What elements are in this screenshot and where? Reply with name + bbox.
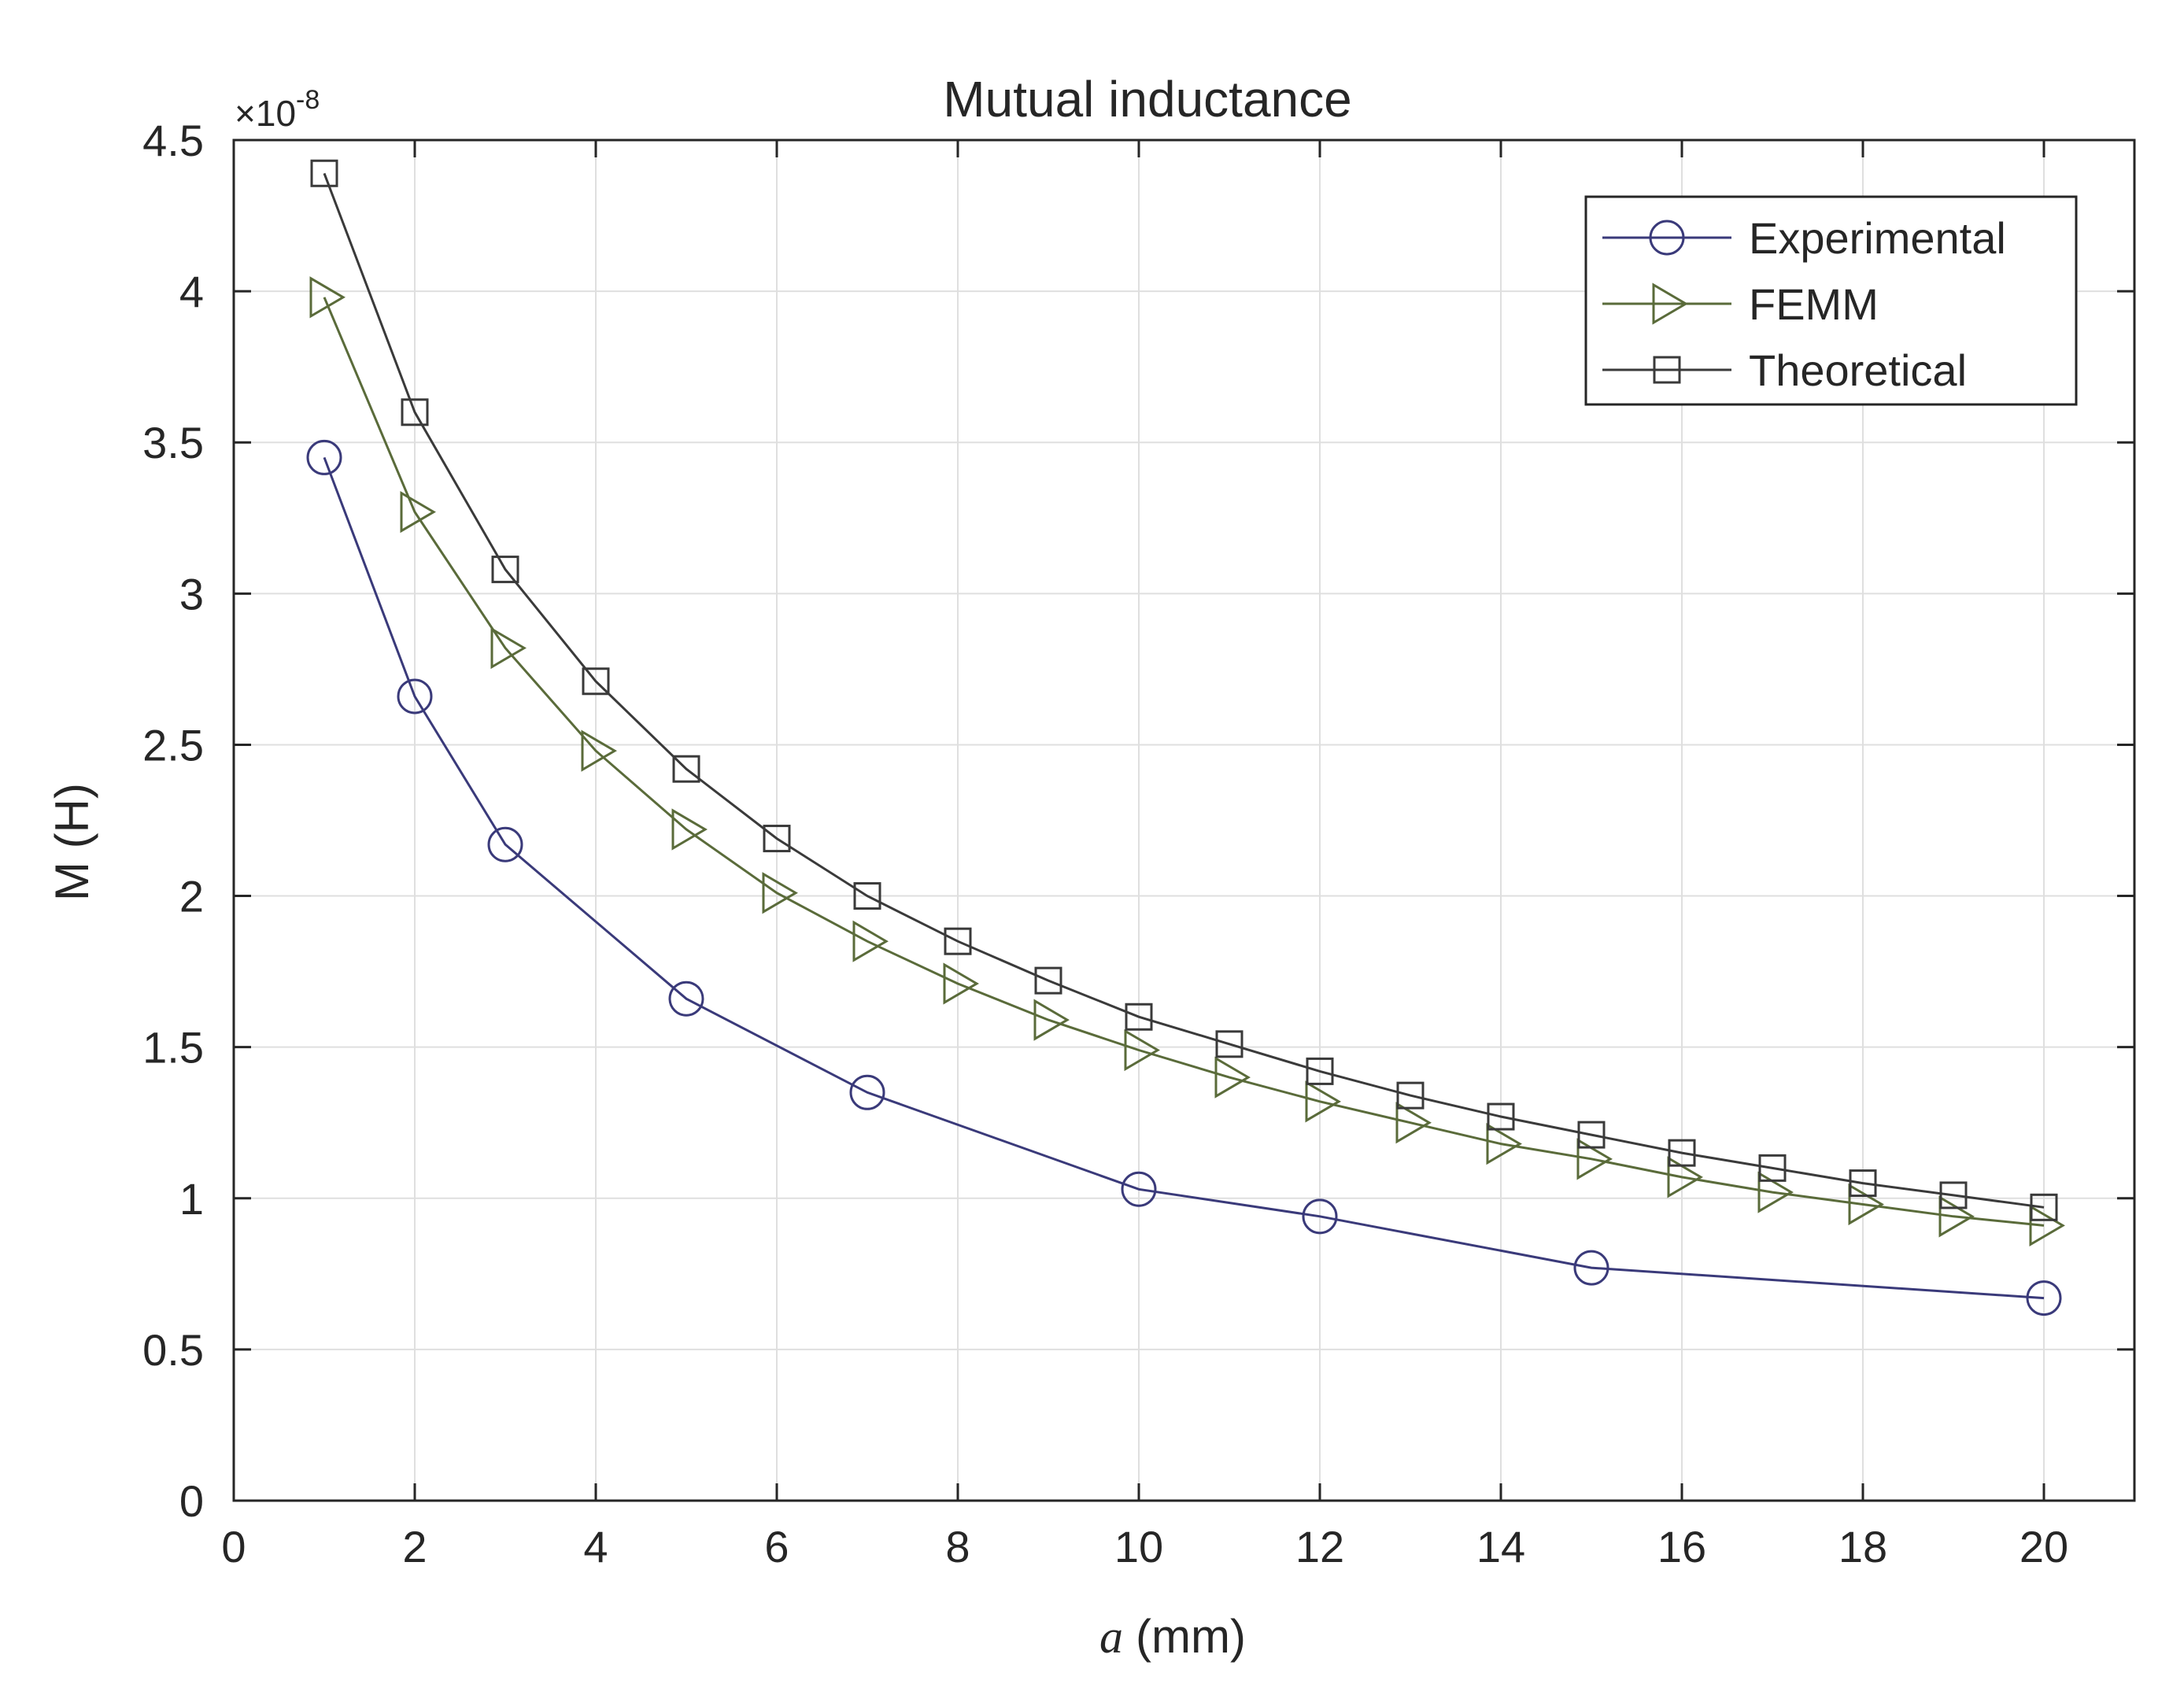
x-tick-label: 12: [1295, 1522, 1344, 1571]
legend-entries: Experimental FEMM Theoretical: [1602, 213, 2006, 395]
y-tick-label: 3.5: [142, 418, 204, 467]
legend-item-femm: FEMM: [1602, 279, 1879, 329]
data-point-experimental: [1573, 1250, 1609, 1286]
legend-item-experimental: Experimental: [1602, 213, 2006, 263]
series-theoretical: [310, 159, 2058, 1221]
legend: Experimental FEMM Theoretical: [1584, 195, 2078, 406]
data-point-theoretical: [1668, 1139, 1696, 1167]
data-point-femm: [1576, 1138, 1613, 1180]
data-point-experimental: [2026, 1280, 2062, 1316]
data-point-experimental: [397, 678, 433, 715]
data-point-experimental: [306, 439, 342, 475]
legend-marker-experimental: [1649, 220, 1685, 256]
data-point-experimental: [1121, 1171, 1157, 1207]
y-tick-label: 1.5: [142, 1023, 204, 1073]
x-axis-label: a (mm): [1099, 1610, 1246, 1663]
y-tick-label: 2.5: [142, 720, 204, 770]
data-point-femm: [581, 729, 617, 772]
x-tick-label: 8: [945, 1522, 970, 1571]
data-point-femm: [1305, 1080, 1341, 1123]
axis-ticks: 0 2 4 6 8 10 12 14 16 18 20 0 0.5 1 1.5 2 2.5 3 3.5 4 4.5: [142, 116, 2134, 1571]
x-tick-label: 14: [1476, 1522, 1525, 1571]
data-point-theoretical: [1758, 1154, 1787, 1182]
data-point-theoretical: [763, 825, 791, 853]
data-point-experimental: [1302, 1198, 1338, 1235]
data-point-theoretical: [672, 755, 700, 783]
x-tick-label: 16: [1657, 1522, 1706, 1571]
y-tick-label: 2: [179, 872, 204, 921]
x-axis-variable: a: [1099, 1611, 1123, 1663]
y-tick-label: 4: [179, 267, 204, 316]
chart-title: Mutual inductance: [943, 71, 1351, 127]
data-point-theoretical: [853, 882, 881, 910]
data-point-femm: [1667, 1156, 1703, 1198]
data-point-femm: [1033, 999, 1070, 1041]
data-point-femm: [1124, 1028, 1160, 1072]
data-point-femm: [2029, 1204, 2065, 1246]
legend-marker-theoretical: [1653, 356, 1681, 384]
data-point-femm: [852, 920, 889, 962]
legend-label-femm: FEMM: [1749, 279, 1879, 329]
data-point-femm: [1757, 1171, 1794, 1213]
data-point-experimental: [668, 980, 704, 1017]
data-point-theoretical: [2030, 1193, 2058, 1221]
series-experimental: [306, 439, 2062, 1316]
y-exponent-power: -8: [296, 85, 320, 115]
data-point-theoretical: [582, 667, 610, 696]
data-point-theoretical: [401, 398, 429, 427]
legend-item-theoretical: Theoretical: [1602, 345, 1967, 395]
x-tick-label: 6: [764, 1522, 789, 1571]
data-point-theoretical: [1849, 1169, 1877, 1198]
x-tick-label: 20: [2020, 1522, 2068, 1571]
data-point-theoretical: [1939, 1181, 1968, 1209]
y-tick-label: 4.5: [142, 116, 204, 165]
legend-label-experimental: Experimental: [1749, 213, 2006, 263]
y-tick-label: 0.5: [142, 1325, 204, 1375]
y-tick-label: 3: [179, 569, 204, 619]
x-tick-label: 0: [221, 1522, 246, 1571]
x-tick-label: 4: [583, 1522, 608, 1571]
series-line-femm: [323, 297, 2045, 1227]
data-point-femm: [400, 490, 436, 534]
data-point-experimental: [849, 1074, 885, 1110]
data-point-femm: [1395, 1102, 1432, 1144]
data-point-femm: [943, 962, 979, 1005]
svg-text:×10-8: ×10-8: [235, 85, 320, 134]
data-point-theoretical: [944, 927, 972, 955]
series-line-experimental: [323, 456, 2045, 1300]
data-point-theoretical: [1215, 1030, 1244, 1058]
data-point-theoretical: [1125, 1003, 1153, 1031]
data-point-femm: [490, 626, 527, 670]
y-exponent-base: ×10: [235, 93, 296, 134]
x-tick-label: 2: [402, 1522, 427, 1571]
data-point-femm: [762, 872, 798, 914]
legend-label-theoretical: Theoretical: [1749, 345, 1967, 395]
series-line-theoretical: [323, 172, 2045, 1209]
data-point-femm: [1486, 1123, 1522, 1165]
data-point-theoretical: [310, 159, 338, 187]
y-tick-label: 0: [179, 1476, 204, 1526]
data-point-theoretical: [1034, 966, 1062, 995]
data-point-femm: [1214, 1056, 1251, 1099]
data-point-theoretical: [1306, 1057, 1334, 1085]
data-point-femm: [309, 276, 346, 319]
data-point-theoretical: [1396, 1081, 1425, 1110]
y-exponent: ×10-8: [235, 85, 320, 134]
plot-frame: [232, 138, 2136, 1502]
data-point-experimental: [487, 826, 523, 862]
y-axis-label: M (H): [46, 783, 98, 901]
data-point-theoretical: [1577, 1121, 1606, 1149]
x-tick-label: 18: [1838, 1522, 1887, 1571]
y-tick-label: 1: [179, 1174, 204, 1224]
x-axis-unit: (mm): [1136, 1610, 1246, 1663]
data-point-theoretical: [1487, 1102, 1515, 1131]
series-layer: [306, 159, 2065, 1316]
data-point-theoretical: [491, 556, 519, 584]
legend-marker-femm: [1652, 282, 1688, 325]
data-point-femm: [671, 808, 708, 851]
x-tick-label: 10: [1114, 1522, 1163, 1571]
